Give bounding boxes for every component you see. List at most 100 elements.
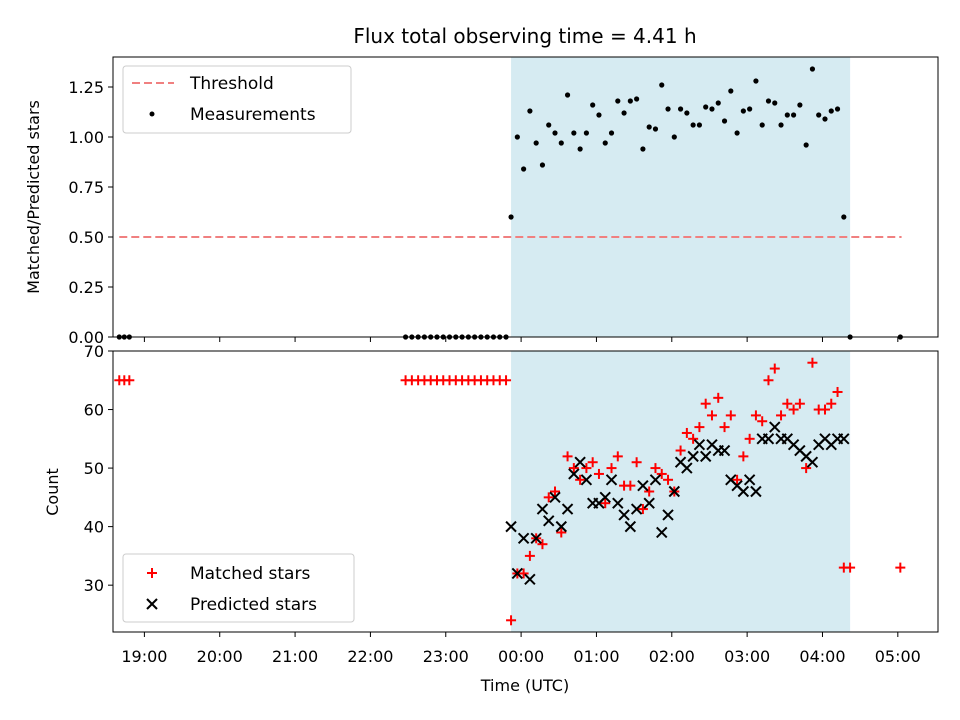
matched-star-point — [769, 363, 780, 374]
measurement-point — [652, 126, 659, 132]
measurement-point — [615, 98, 621, 104]
matched-star-point — [568, 463, 579, 474]
predicted-star-point — [662, 509, 674, 521]
bottom-y-tick-label: 60 — [84, 401, 104, 420]
predicted-star-point — [769, 421, 781, 433]
predicted-star-point — [612, 497, 624, 509]
matched-star-point — [644, 486, 655, 497]
predicted-star-point — [561, 503, 574, 515]
measurement-point — [834, 106, 841, 112]
matched-star-point — [501, 375, 512, 386]
predicted-star-stroke-b — [505, 520, 517, 533]
predicted-star-point — [511, 567, 524, 580]
predicted-star-point — [668, 485, 681, 498]
predicted-star-point — [718, 444, 731, 457]
predicted-star-stroke-b — [574, 456, 586, 468]
top-panel: 0.00 0.25 0.50 0.75 1.00 1.25 Matched/Predict… — [24, 56, 939, 347]
matched-star-point — [606, 463, 617, 474]
measurement-point — [527, 108, 533, 114]
predicted-star-stroke-b — [643, 497, 655, 509]
matched-star-point — [782, 398, 793, 409]
predicted-star-stroke-b — [536, 503, 549, 515]
bottom-axes-frame — [112, 350, 939, 633]
predicted-star-stroke-b — [543, 515, 555, 527]
predicted-star-stroke-b — [718, 444, 731, 457]
bottom-y-tick-label: 30 — [84, 576, 104, 595]
predicted-star-stroke-b — [511, 567, 524, 580]
predicted-star-stroke-b — [549, 491, 561, 504]
measurement-point — [508, 214, 514, 220]
measurement-point — [590, 102, 596, 108]
matched-star-point — [757, 416, 768, 427]
predicted-star-stroke-b — [687, 450, 699, 463]
legend-measurement-swatch — [149, 111, 155, 117]
bottom-y-tick-label: 40 — [84, 518, 104, 537]
top-shaded-span — [511, 57, 851, 337]
predicted-star-stroke-b — [681, 462, 693, 474]
measurement-point — [677, 106, 684, 112]
matched-star-point — [656, 468, 667, 479]
measurement-point — [602, 140, 608, 146]
predicted-star-stroke-b — [561, 503, 574, 515]
matched-star-point — [725, 410, 736, 421]
bottom-x-label: Time (UTC) — [480, 676, 569, 695]
measurement-point — [640, 146, 646, 152]
predicted-star-point — [637, 479, 649, 492]
measurement-point — [665, 106, 671, 112]
predicted-star-stroke-b — [838, 433, 850, 445]
top-legend-box — [122, 65, 352, 134]
predicted-star-point — [643, 497, 655, 509]
predicted-star-stroke-b — [819, 433, 831, 445]
predicted-star-stroke-b — [599, 491, 611, 504]
top-y-tick-label: 0.75 — [68, 178, 104, 197]
measurement-point — [728, 88, 734, 94]
bottom-y-tick-label: 50 — [84, 459, 104, 478]
measurement-point — [828, 108, 834, 114]
measurement-point — [765, 98, 772, 104]
matched-star-point — [694, 422, 705, 433]
predicted-star-stroke-b — [806, 456, 819, 468]
predicted-star-stroke-b — [612, 497, 624, 509]
bottom-shaded-span — [511, 351, 851, 632]
measurement-point — [552, 130, 558, 136]
matched-star-point — [612, 451, 623, 462]
matched-star-point — [688, 433, 699, 444]
predicted-star-stroke-b — [743, 474, 756, 486]
matched-star-point — [706, 410, 717, 421]
matched-star-point — [593, 468, 604, 479]
measurement-point — [703, 104, 709, 110]
matched-star-point — [681, 427, 692, 438]
matched-star-point — [518, 568, 529, 579]
x-tick-label: 02:00 — [649, 647, 695, 666]
predicted-star-stroke-b — [637, 479, 649, 492]
predicted-star-point — [750, 485, 762, 498]
matched-star-point — [550, 486, 561, 497]
predicted-star-stroke-b — [656, 526, 668, 539]
bottom-legend-box — [122, 553, 355, 623]
matched-star-point — [719, 422, 730, 433]
predicted-star-point — [699, 450, 712, 463]
predicted-star-stroke-b — [630, 503, 643, 515]
matched-star-point — [826, 398, 837, 409]
predicted-star-point — [762, 433, 775, 445]
matched-star-point — [832, 386, 843, 397]
predicted-star-stroke-b — [517, 532, 530, 545]
measurement-point — [627, 98, 633, 104]
measurement-point — [583, 130, 590, 136]
legend-predicted-label: Predicted stars — [190, 595, 317, 615]
matched-star-point — [763, 375, 774, 386]
measurement-point — [696, 122, 703, 128]
measurement-point — [772, 100, 778, 106]
predicted-star-stroke-b — [750, 485, 762, 498]
top-y-tick-label: 1.25 — [68, 78, 104, 97]
matched-star-point — [124, 375, 135, 386]
measurement-point — [514, 134, 520, 140]
measurement-point — [759, 122, 765, 128]
measurement-point — [621, 110, 627, 116]
predicted-star-point — [568, 468, 580, 480]
measurement-point — [608, 130, 615, 136]
measurement-point — [659, 82, 665, 88]
predicted-star-stroke-b — [769, 421, 781, 433]
measurement-point — [521, 166, 527, 172]
predicted-star-points — [505, 421, 850, 586]
